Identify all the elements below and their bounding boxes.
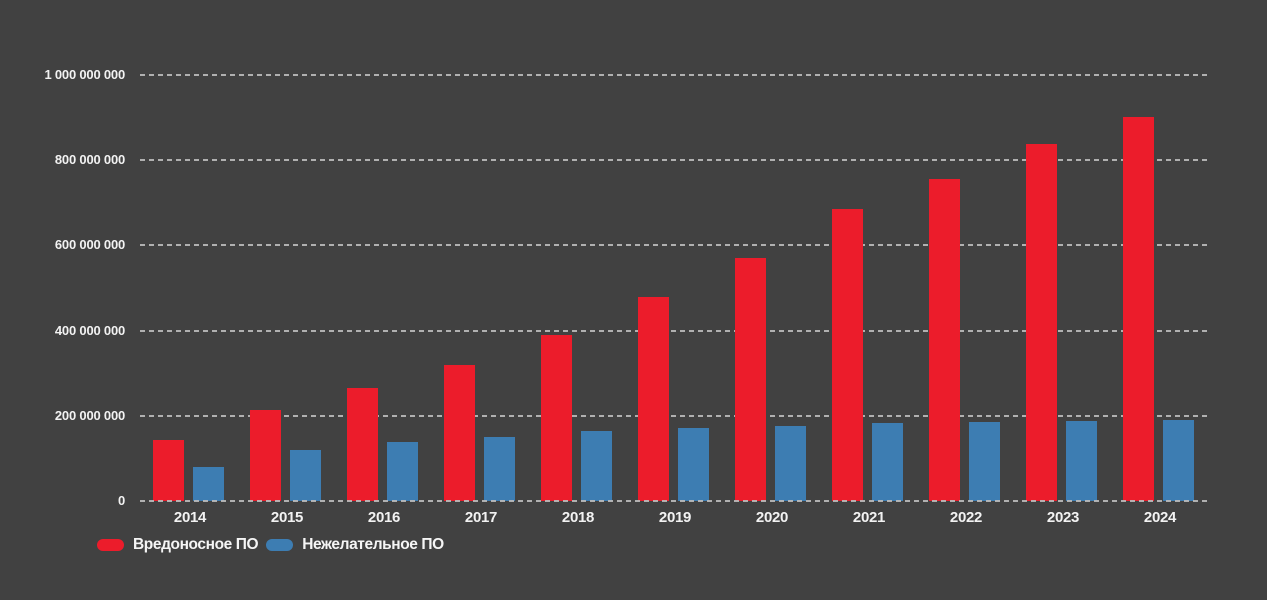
bar-unwanted-2014 xyxy=(193,466,224,501)
y-axis-tick-label: 1 000 000 000 xyxy=(44,67,125,82)
bar-unwanted-2017 xyxy=(484,436,515,501)
gridline-0 xyxy=(140,500,1208,502)
bar-unwanted-2020 xyxy=(775,426,806,501)
y-axis-tick-label: 400 000 000 xyxy=(54,322,125,338)
legend: Вредоносное ПО Нежелательное ПО xyxy=(97,536,444,554)
bar-malware-2023 xyxy=(1026,144,1057,501)
bar-unwanted-2023 xyxy=(1066,421,1097,501)
bar-malware-2016 xyxy=(347,388,378,501)
unwanted-color-swatch xyxy=(266,539,294,551)
bar-malware-2014 xyxy=(153,440,184,501)
x-axis-label-2021: 2021 xyxy=(852,509,886,526)
bar-malware-2021 xyxy=(832,209,863,501)
bar-malware-2018 xyxy=(541,334,572,501)
x-axis-label-2022: 2022 xyxy=(949,509,983,526)
bar-unwanted-2022 xyxy=(969,422,1000,501)
bar-malware-2024 xyxy=(1123,116,1154,501)
gridline-200000000 xyxy=(140,414,1208,417)
gridline-1000000000 xyxy=(140,74,1208,76)
legend-label-unwanted: Нежелательное ПО xyxy=(302,536,444,553)
legend-item-malware: Вредоносное ПО xyxy=(97,536,259,554)
x-axis-label-2017: 2017 xyxy=(464,509,498,526)
bar-malware-2022 xyxy=(929,179,960,501)
plot-area xyxy=(140,74,1208,502)
bar-unwanted-2021 xyxy=(872,423,903,501)
y-axis-tick-label: 600 000 000 xyxy=(54,237,125,253)
x-axis-label-2019: 2019 xyxy=(658,509,692,526)
legend-item-unwanted: Нежелательное ПО xyxy=(266,536,444,554)
malware-color-swatch xyxy=(97,539,124,551)
x-axis-label-2020: 2020 xyxy=(755,509,789,526)
bar-unwanted-2024 xyxy=(1163,420,1194,501)
x-axis-label-2016: 2016 xyxy=(367,509,401,526)
x-axis: 2014 2015 2016 2017 2018 2019 2020 2021 2022 2023… xyxy=(140,509,1208,529)
gridline-600000000 xyxy=(140,244,1208,247)
bar-malware-2019 xyxy=(638,296,669,501)
bar-malware-2020 xyxy=(735,258,766,501)
gridline-400000000 xyxy=(140,329,1208,332)
bar-malware-2015 xyxy=(250,410,281,501)
bar-unwanted-2018 xyxy=(581,430,612,501)
x-axis-label-2015: 2015 xyxy=(270,509,304,526)
y-axis: 0 200 000 000 400 000 000 600 000 000 800 00… xyxy=(0,67,125,508)
bar-unwanted-2019 xyxy=(678,428,709,501)
legend-label-malware: Вредоносное ПО xyxy=(133,536,259,553)
y-axis-tick-label: 200 000 000 xyxy=(54,407,125,423)
x-axis-label-2023: 2023 xyxy=(1046,509,1080,526)
gridline-800000000 xyxy=(140,159,1208,162)
bar-malware-2017 xyxy=(444,364,475,501)
x-axis-label-2014: 2014 xyxy=(173,509,207,526)
x-axis-label-2018: 2018 xyxy=(561,509,595,526)
x-axis-label-2024: 2024 xyxy=(1143,509,1177,526)
bar-unwanted-2015 xyxy=(290,449,321,501)
bar-unwanted-2016 xyxy=(387,442,418,501)
y-axis-tick-label: 0 xyxy=(117,493,125,508)
y-axis-tick-label: 800 000 000 xyxy=(54,152,125,168)
